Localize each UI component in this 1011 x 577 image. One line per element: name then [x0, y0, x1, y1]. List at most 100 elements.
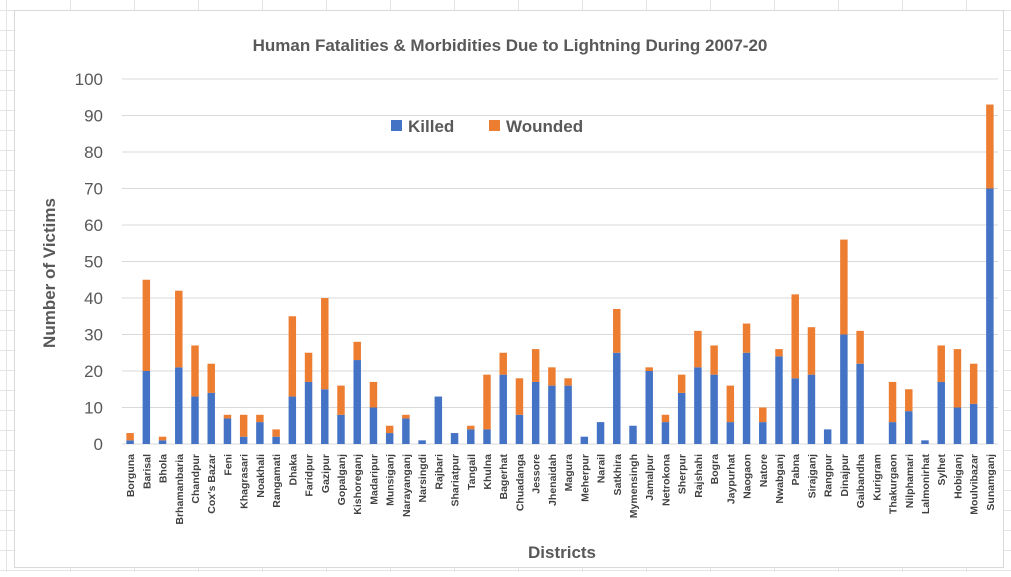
bar-wounded [158, 436, 167, 441]
bar-wounded [515, 378, 524, 415]
bar-wounded [856, 330, 864, 364]
bar-wounded [564, 378, 572, 386]
x-tick-label: Hobiganj [952, 454, 964, 499]
x-tick-label: Narsingdi [417, 454, 429, 503]
bar-wounded [645, 367, 653, 371]
bar-killed [823, 429, 832, 444]
x-tick-label: Thakurgaon [888, 454, 900, 514]
x-tick-label: Noakhali [255, 454, 267, 498]
bar-killed [661, 422, 670, 444]
bar-killed [515, 414, 524, 444]
bar-killed [223, 418, 232, 444]
x-tick-label: Gaibandha [855, 454, 867, 508]
y-axis-ticks: 0 10 20 30 40 50 60 70 80 90 100 [75, 70, 103, 454]
bar-killed [158, 440, 167, 444]
x-tick-label: Dhaka [287, 454, 299, 486]
y-tick-label: 40 [84, 289, 103, 308]
x-tick-label: Chuadanga [514, 454, 526, 511]
bar-killed [580, 436, 589, 444]
x-tick-label: Chandpur [190, 454, 202, 504]
bar-killed [759, 422, 767, 444]
legend-label-killed: Killed [408, 117, 454, 136]
chart-title: Human Fatalities & Morbidities Due to Li… [253, 36, 768, 55]
x-tick-label: Madaripur [368, 454, 380, 505]
gridlines [122, 78, 998, 445]
x-axis-ticks: Borguna Barisal Bhola Brhamanbaria Chandpur C… [125, 454, 997, 525]
x-tick-label: Jhenaidah [547, 454, 559, 506]
x-tick-label: Nwabganj [774, 454, 786, 504]
bar-killed [710, 374, 718, 444]
bar-killed [807, 374, 816, 444]
bar-killed [677, 392, 686, 444]
x-tick-label: Sylhet [936, 454, 948, 486]
x-tick-label: Shariatpur [450, 454, 462, 507]
x-tick-label: Naogaon [742, 454, 754, 499]
bar-wounded [239, 414, 248, 437]
bar-killed [937, 381, 945, 444]
x-tick-label: Borguna [125, 454, 137, 497]
y-tick-label: 60 [84, 216, 103, 235]
x-tick-label: Faridpur [304, 454, 316, 497]
x-tick-label: Jessore [531, 454, 543, 494]
x-tick-label: Barisal [141, 454, 153, 489]
x-tick-label: Kurigram [871, 454, 883, 501]
chart-area[interactable]: 0 10 20 30 40 50 60 70 80 90 100 Borguna Barisal Bho… [14, 10, 1004, 568]
x-tick-label: Rajbari [433, 454, 445, 490]
y-tick-label: 50 [84, 253, 103, 272]
bar-wounded [369, 381, 378, 408]
bar-killed [191, 396, 199, 444]
x-tick-label: Lalmonirhat [920, 454, 932, 515]
x-axis-title: Districts [528, 543, 596, 562]
bar-killed [256, 422, 264, 444]
x-tick-label: Jaypurhat [725, 454, 737, 505]
x-tick-label: Magura [563, 454, 575, 492]
bar-wounded [937, 345, 945, 382]
bar-wounded [223, 414, 232, 419]
bar-killed [986, 188, 994, 444]
x-tick-label: Gazipur [320, 454, 332, 493]
bar-killed [613, 352, 621, 444]
bar-wounded [905, 389, 913, 412]
stacked-bar-chart: 0 10 20 30 40 50 60 70 80 90 100 Borguna Barisal Bho… [40, 36, 998, 562]
bar-wounded [694, 330, 702, 368]
bar-killed [531, 381, 540, 444]
x-tick-label: Natore [758, 454, 770, 487]
bar-wounded [385, 425, 394, 434]
legend-swatch-killed [391, 120, 402, 131]
bar-killed [304, 381, 313, 444]
bar-wounded [175, 290, 183, 368]
bar-wounded [467, 425, 475, 430]
bar-wounded [742, 323, 751, 353]
bar-killed [726, 422, 735, 444]
bar-wounded [126, 433, 134, 441]
x-tick-label: Kishoreganj [352, 454, 364, 515]
x-tick-label: Dinajpur [839, 454, 851, 497]
bar-wounded [321, 298, 329, 390]
x-tick-label: Netrokona [660, 454, 672, 506]
bar-wounded [288, 316, 297, 397]
legend-swatch-wounded [489, 120, 500, 131]
x-tick-label: Khagrasari [239, 454, 251, 509]
bar-killed [921, 440, 929, 444]
y-tick-label: 20 [84, 362, 103, 381]
bar-wounded [337, 385, 345, 415]
bar-wounded [661, 414, 670, 423]
x-tick-label: Sherpur [677, 454, 689, 494]
bar-killed [953, 407, 962, 444]
bar-wounded [775, 349, 783, 357]
bar-killed [321, 389, 329, 444]
bar-killed [467, 429, 475, 444]
x-tick-label: Gopalganj [336, 454, 348, 505]
bar-killed [418, 440, 426, 444]
bar-killed [596, 422, 605, 444]
bar-wounded [304, 352, 313, 382]
bar-wounded [969, 363, 978, 404]
bar-wounded [759, 407, 767, 423]
x-tick-label: Meherpur [579, 454, 591, 502]
bar-killed [548, 385, 556, 444]
bar-killed [175, 367, 183, 444]
legend: Killed Wounded [391, 117, 583, 136]
bar-killed [450, 433, 459, 444]
x-tick-label: Narail [596, 454, 608, 483]
bar-killed [402, 418, 410, 444]
